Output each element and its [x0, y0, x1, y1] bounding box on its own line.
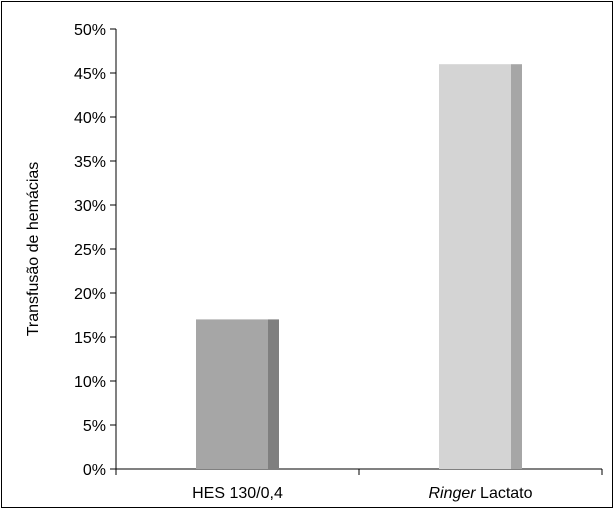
bars: [196, 64, 522, 469]
y-axis-title: Transfusão de hemácias: [25, 162, 42, 337]
y-tick-label: 15%: [74, 330, 106, 347]
x-category-label-italic: Ringer: [428, 485, 476, 502]
bar: [439, 64, 522, 469]
y-tick-label: 0%: [83, 462, 106, 479]
x-category-label: Ringer Lactato: [428, 485, 532, 502]
x-category-labels: HES 130/0,4 Ringer Lactato: [192, 485, 533, 502]
x-category-label-text: HES 130/0,4: [192, 485, 283, 502]
bar-front: [439, 64, 511, 469]
y-tick-label: 10%: [74, 374, 106, 391]
x-category-label: HES 130/0,4: [192, 485, 283, 502]
bar: [196, 319, 279, 469]
y-tick-label: 40%: [74, 110, 106, 127]
y-tick-label: 50%: [74, 22, 106, 39]
bar-side: [268, 319, 279, 469]
y-tick-label: 30%: [74, 198, 106, 215]
y-tick-label: 20%: [74, 286, 106, 303]
x-axis: [115, 468, 603, 475]
y-tick-label: 5%: [83, 418, 106, 435]
bar-front: [196, 319, 268, 469]
x-category-label-text: Lactato: [476, 485, 533, 502]
y-tick-label: 45%: [74, 66, 106, 83]
bar-side: [511, 64, 522, 469]
y-tick-label: 35%: [74, 154, 106, 171]
y-tick-label: 25%: [74, 242, 106, 259]
y-ticks: 0% 5% 10% 15% 20% 25% 30% 35% 40% 45% 50%: [74, 22, 116, 479]
